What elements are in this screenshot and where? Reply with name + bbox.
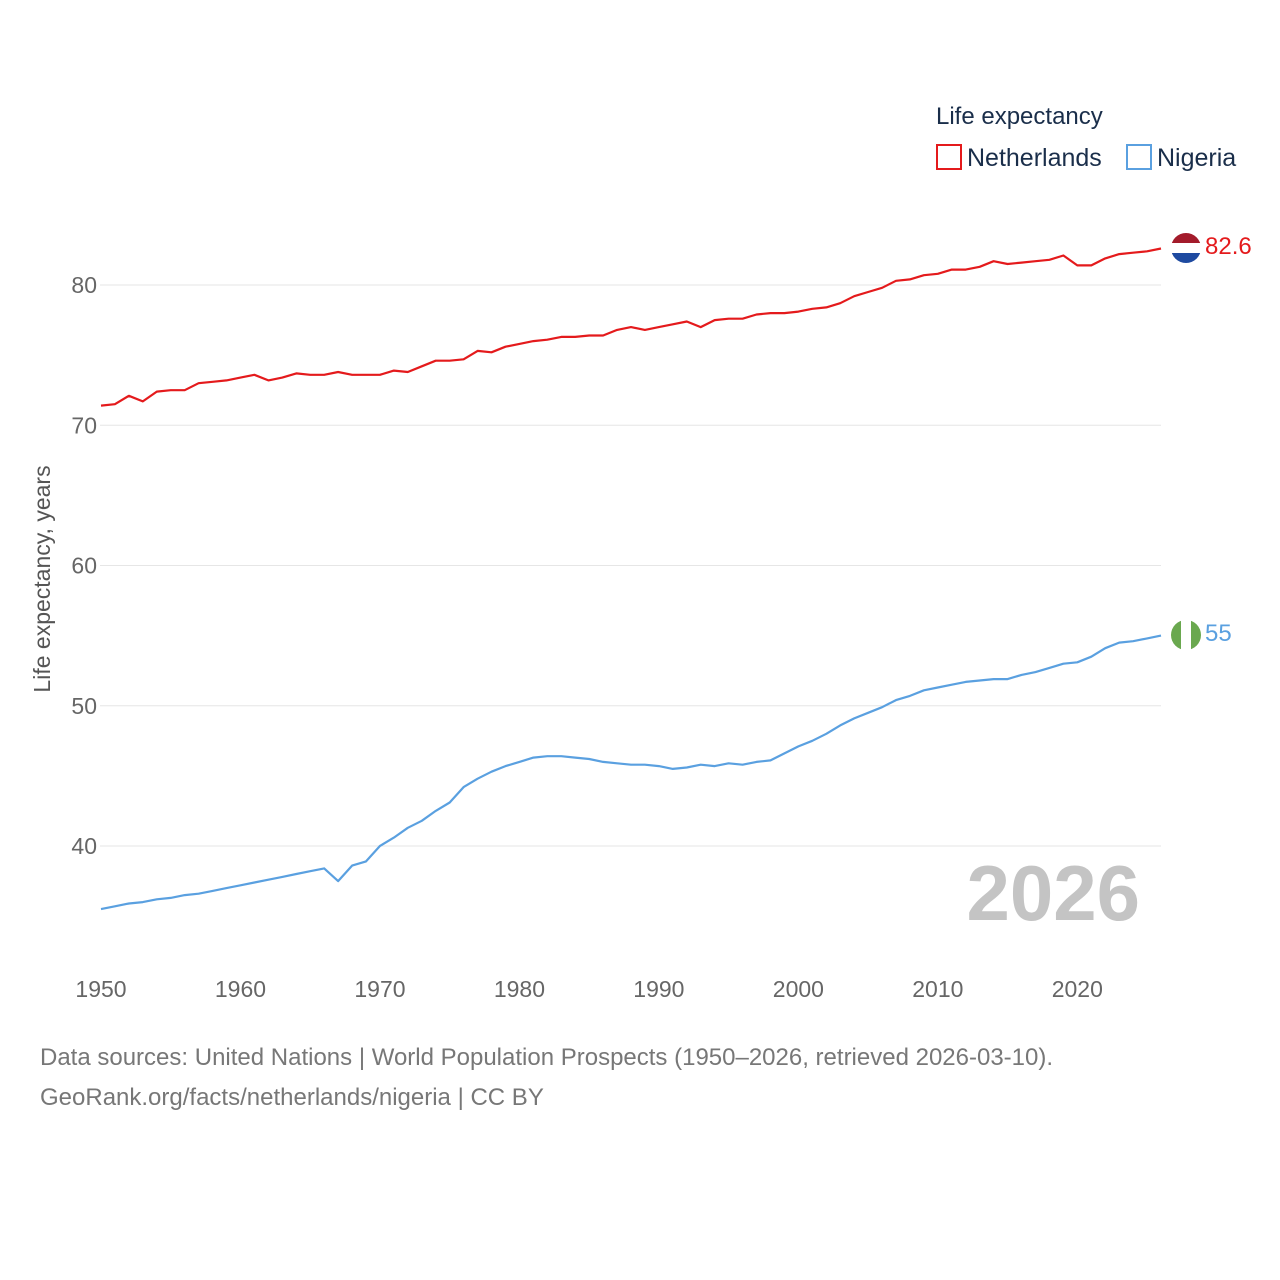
y-axis-title: Life expectancy, years xyxy=(29,465,55,692)
y-tick-label-40: 40 xyxy=(71,833,97,859)
legend-label-nigeria[interactable]: Nigeria xyxy=(1157,144,1236,172)
y-tick-label-80: 80 xyxy=(71,272,97,298)
x-tick-label-1950: 1950 xyxy=(75,976,126,1002)
series-lines xyxy=(100,247,1162,911)
x-tick-label-1970: 1970 xyxy=(354,976,405,1002)
x-tick-label-2010: 2010 xyxy=(912,976,963,1002)
x-tick-label-1980: 1980 xyxy=(494,976,545,1002)
y-axis-ticks: 40 50 60 70 80 xyxy=(71,272,97,859)
y-tick-label-60: 60 xyxy=(71,553,97,579)
end-label-nigeria: 55 xyxy=(1205,620,1232,647)
y-tick-label-50: 50 xyxy=(71,693,97,719)
data-sources-text: Data sources: United Nations | World Pop… xyxy=(40,1044,1054,1071)
legend-swatch-nigeria[interactable] xyxy=(1126,144,1152,170)
end-label-netherlands: 82.6 xyxy=(1205,233,1252,260)
series-line-nigeria[interactable] xyxy=(100,634,1162,911)
x-tick-label-1990: 1990 xyxy=(633,976,684,1002)
nigeria-flag-icon xyxy=(1171,620,1201,650)
x-tick-label-2000: 2000 xyxy=(773,976,824,1002)
legend-swatch-netherlands[interactable] xyxy=(936,144,962,170)
legend-label-netherlands[interactable]: Netherlands xyxy=(967,144,1102,172)
series-line-netherlands[interactable] xyxy=(100,247,1162,407)
y-tick-label-70: 70 xyxy=(71,412,97,438)
x-tick-label-2020: 2020 xyxy=(1052,976,1103,1002)
credit-text[interactable]: GeoRank.org/facts/netherlands/nigeria | … xyxy=(40,1084,544,1111)
grid-lines xyxy=(100,284,1161,847)
year-watermark: 2026 xyxy=(966,849,1140,937)
x-axis-ticks: 1950 1960 1970 1980 1990 2000 2010 2020 xyxy=(75,976,1102,1002)
legend: Life expectancy Netherlands Nigeria xyxy=(936,103,1236,172)
netherlands-flag-icon xyxy=(1171,233,1201,263)
legend-title: Life expectancy xyxy=(936,103,1103,130)
x-tick-label-1960: 1960 xyxy=(215,976,266,1002)
